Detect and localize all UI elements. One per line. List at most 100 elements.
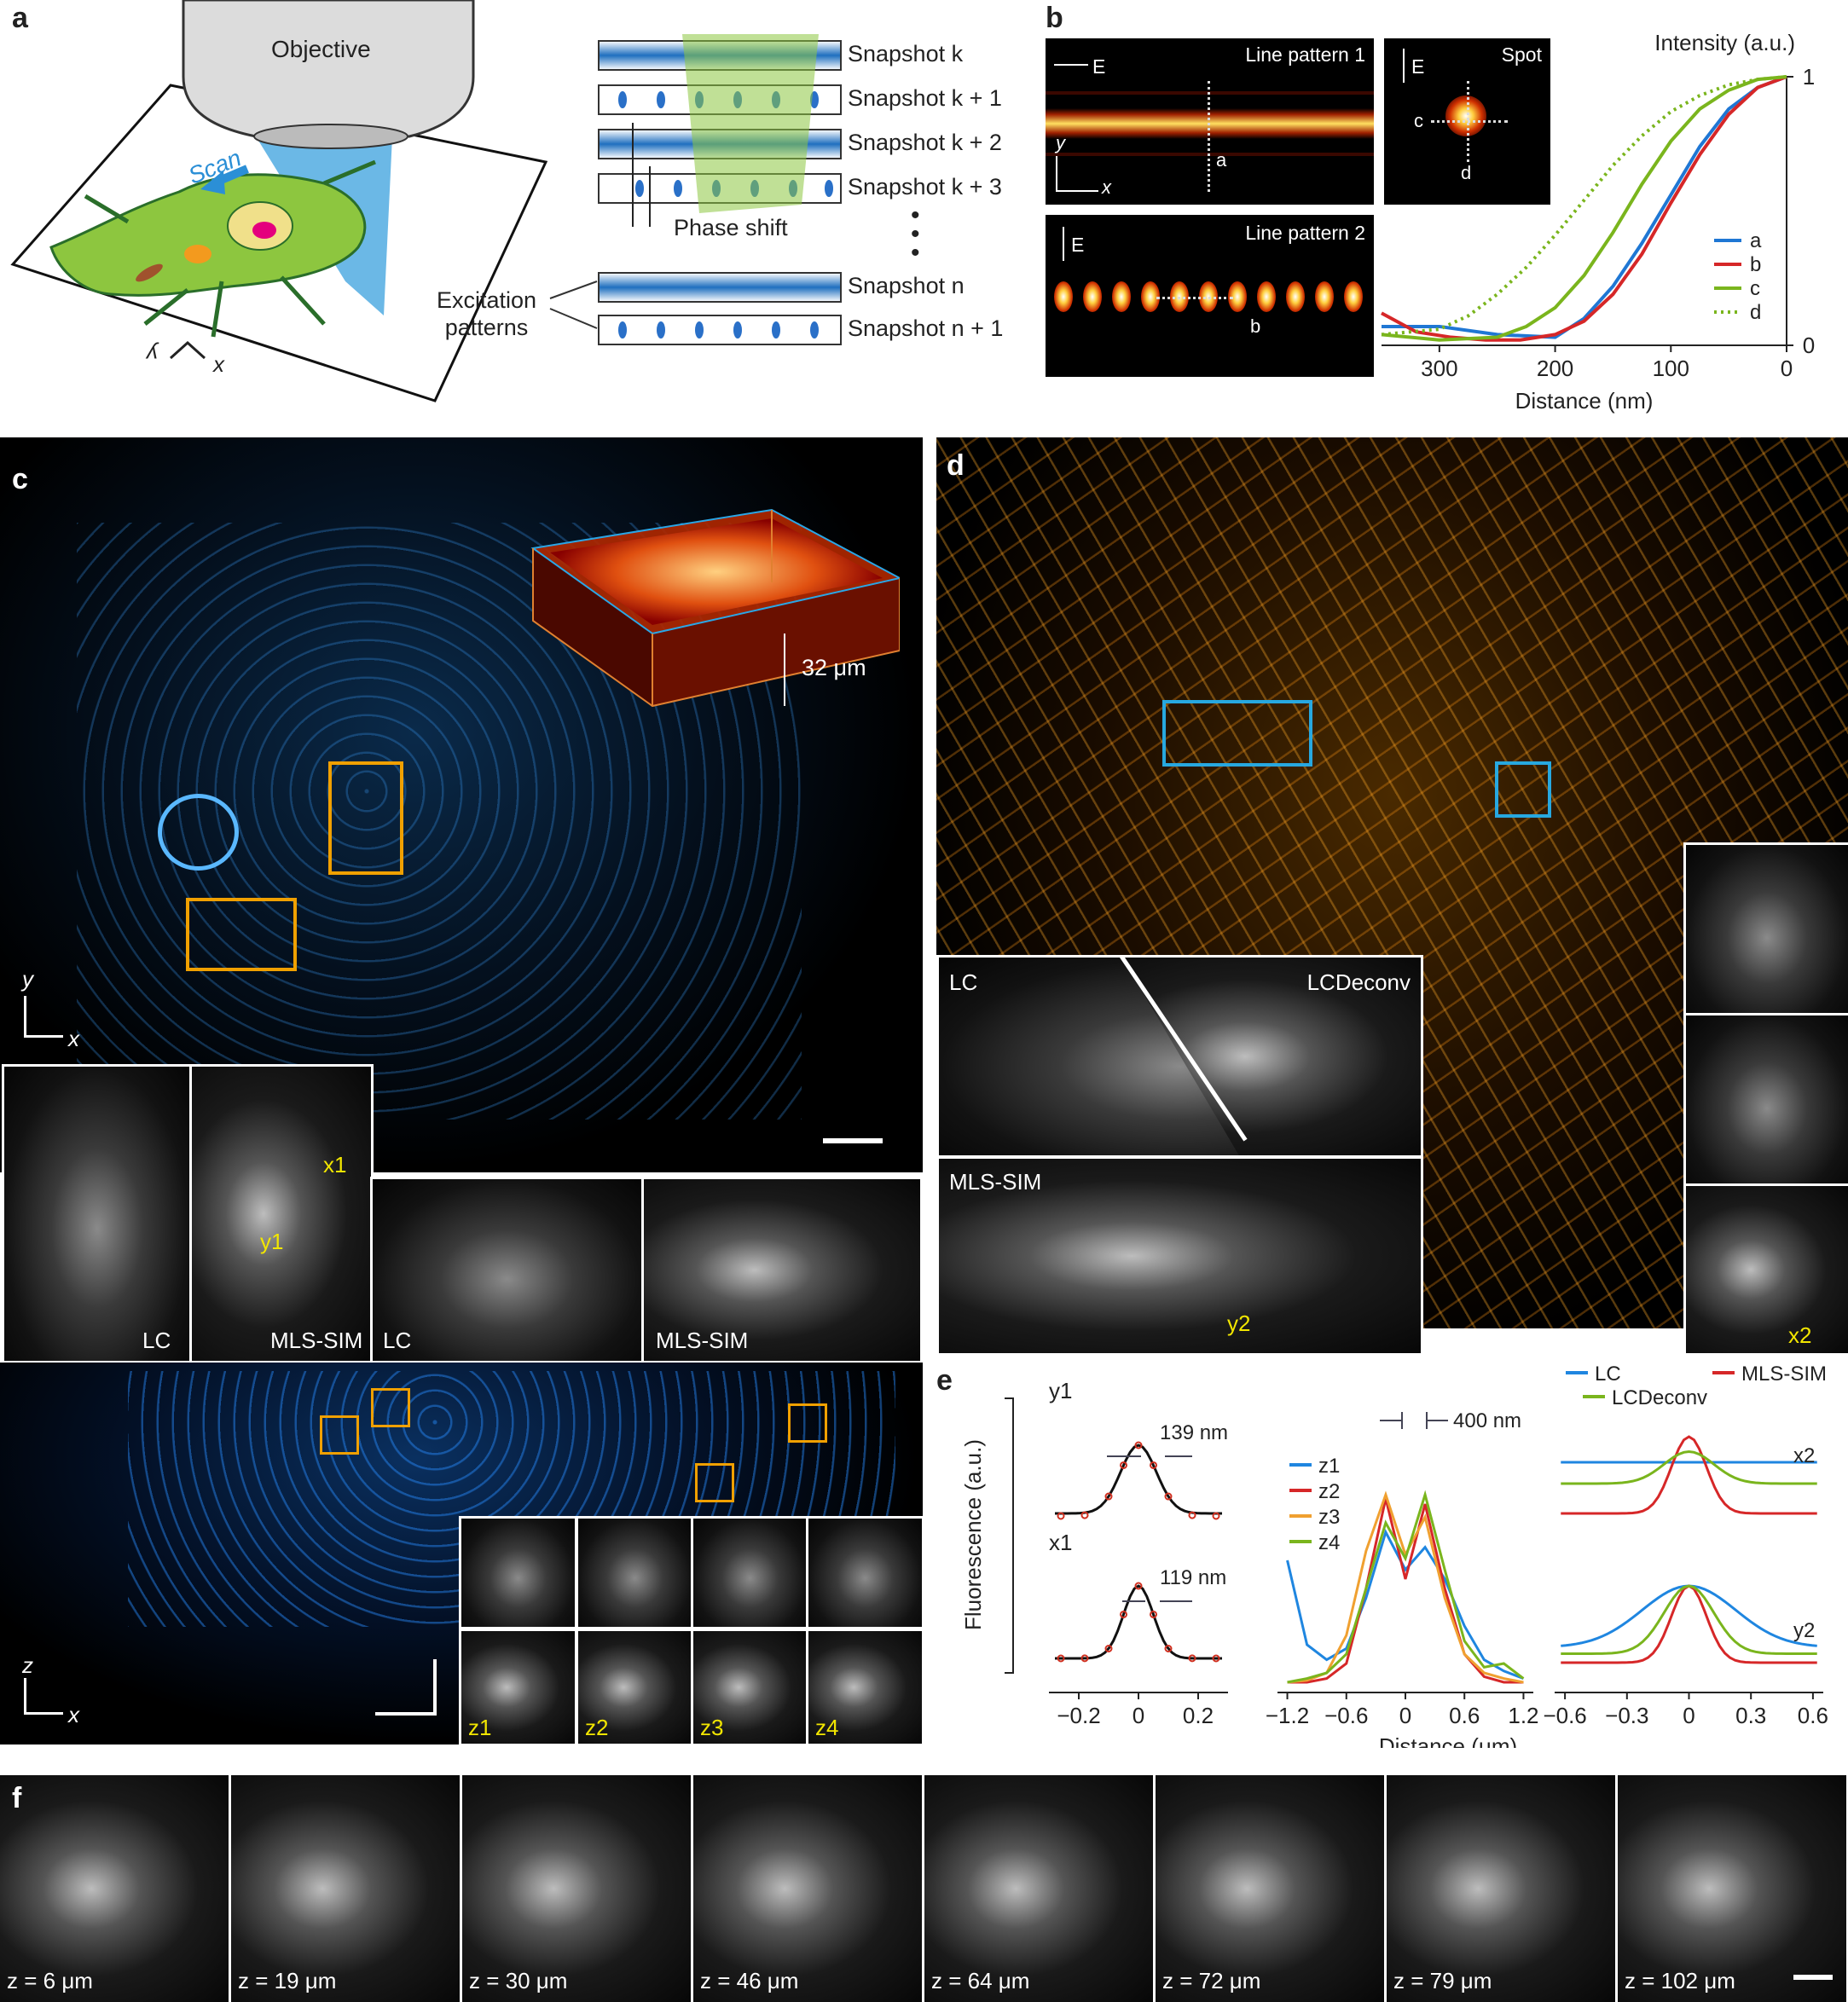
snapshot-strip-n [598, 272, 842, 303]
chart-e-xlabel: Distance (μm) [1379, 1733, 1517, 1748]
e2-tick: 0 [1399, 1703, 1411, 1728]
ellipsis-dots: • • • [911, 201, 920, 267]
roi-d-1[interactable] [1162, 700, 1312, 767]
line-pattern-1-image: Line pattern 1 E a y x [1046, 38, 1374, 205]
f-slice-1: z = 6 μm [0, 1775, 229, 2002]
profile-label-x2: x2 [1793, 1444, 1815, 1467]
x1-fwhm: 119 nm [1160, 1566, 1226, 1589]
z-inset-lc-1 [459, 1516, 577, 1629]
panel-c-axis-x2: x [68, 1702, 79, 1727]
x-tick-label: 100 [1653, 356, 1689, 381]
legend-b: b [1750, 253, 1761, 276]
lp2-spot [1141, 281, 1160, 312]
f-z-label-3: z = 30 μm [469, 1968, 568, 1993]
e-field-label-spot: E [1411, 55, 1425, 78]
legend-z3: z3 [1318, 1506, 1340, 1529]
e1-tick: −0.2 [1057, 1703, 1100, 1728]
volume-inset: 32 μm [499, 476, 902, 732]
z-label-4: z4 [815, 1715, 839, 1740]
z-label-2: z2 [585, 1715, 609, 1740]
f-slice-4: z = 46 μm [693, 1775, 922, 2002]
roi-d-2[interactable] [1495, 761, 1551, 818]
e2-tick: 0.6 [1449, 1703, 1480, 1728]
series-z1 [1286, 1529, 1524, 1681]
axis-y-b: y [1056, 132, 1065, 153]
inset-c1-lc: LC [2, 1064, 193, 1363]
marker-a: a [1216, 149, 1227, 171]
inset-c2-mlssim: MLS-SIM [641, 1177, 923, 1363]
e1-tick: 0.2 [1183, 1703, 1214, 1728]
inset-d-mlssim-label: MLS-SIM [949, 1169, 1042, 1195]
xz-roi-2[interactable] [371, 1388, 410, 1427]
e2-annotation: 400 nm [1453, 1409, 1521, 1432]
f-slice-6: z = 72 μm [1156, 1775, 1384, 2002]
series-d [1381, 75, 1787, 337]
panel-a-axis-x: x [213, 351, 224, 377]
snapshot-k3: Snapshot k + 3 [848, 174, 1002, 200]
e3-tick: −0.3 [1605, 1703, 1648, 1728]
profile-y2-LC [1561, 1584, 1817, 1647]
lp2-spot [1315, 281, 1334, 312]
legend-MLS-SIM: MLS-SIM [1741, 1363, 1827, 1386]
z-inset-lc-4 [806, 1516, 924, 1629]
line-pattern-2-image: Line pattern 2 E b [1046, 215, 1374, 377]
snapshot-k2: Snapshot k + 2 [848, 130, 1002, 155]
panel-c-axis-z: z [22, 1652, 33, 1678]
e1-tick: 0 [1133, 1703, 1144, 1728]
lp2-spot [1257, 281, 1276, 312]
nucleolus [252, 222, 276, 239]
inset-d-side-1 [1683, 842, 1848, 1016]
f-z-label-1: z = 6 μm [7, 1968, 93, 1993]
panel-c-axis-y: y [22, 966, 33, 992]
lp2-spot [1112, 281, 1131, 312]
f-z-label-7: z = 79 μm [1393, 1968, 1492, 1993]
y1-profile [1054, 1444, 1223, 1515]
e3-tick: −0.6 [1543, 1703, 1586, 1728]
e-x1-label: x1 [1049, 1530, 1072, 1555]
profile-y2-MLS-SIM [1561, 1584, 1817, 1664]
line-pattern-1-label: Line pattern 1 [1245, 43, 1365, 66]
inset-c1-mlssim-label: MLS-SIM [270, 1328, 363, 1353]
y1-fwhm: 139 nm [1160, 1421, 1228, 1444]
depth-label: 32 μm [802, 655, 866, 680]
roi-box-2[interactable] [186, 898, 297, 971]
z-inset-mlssim-4: z4 [806, 1629, 924, 1746]
panel-a-schematic [10, 0, 548, 402]
inset-d-lc: LC LCDeconv [936, 955, 1423, 1158]
panel-a-axis-y: y [147, 342, 158, 367]
e-y1-label: y1 [1049, 1378, 1072, 1403]
f-slice-8: z = 102 μm [1618, 1775, 1846, 2002]
excitation-patterns-label: Excitation patterns [437, 287, 537, 340]
intensity-chart: 300 200 100 00 1 Intensity (a.u.) Distance (nm… [1381, 30, 1815, 414]
inset-d-lc-label: LC [949, 969, 978, 995]
legend-c: c [1750, 277, 1760, 300]
z-inset-mlssim-3: z3 [691, 1629, 809, 1746]
e3-tick: 0.3 [1735, 1703, 1766, 1728]
objective-label: Objective [271, 36, 371, 62]
panel-c-label: c [12, 463, 28, 495]
profile-x2-LCDeconv [1561, 1449, 1817, 1485]
xy-axes-icon [169, 340, 206, 360]
xz-roi-3[interactable] [695, 1463, 734, 1502]
inset-c1-lc-label: LC [142, 1328, 171, 1353]
profile-y2-LCDeconv [1561, 1584, 1817, 1655]
x-tick-label: 200 [1537, 356, 1573, 381]
snapshot-strip-n1 [598, 315, 842, 345]
inset-d-lcdeconv-label: LCDeconv [1306, 969, 1411, 995]
x-tick-label: 0 [1781, 356, 1793, 381]
z-inset-mlssim-2: z2 [576, 1629, 694, 1746]
xz-roi-4[interactable] [788, 1403, 827, 1443]
series-b [1381, 75, 1787, 342]
inset-c2-mlssim-label: MLS-SIM [656, 1328, 749, 1353]
f-slice-2: z = 19 μm [231, 1775, 460, 2002]
snapshot-n1: Snapshot n + 1 [848, 315, 1004, 341]
xz-roi-1[interactable] [320, 1415, 359, 1455]
f-z-label-4: z = 46 μm [700, 1968, 799, 1993]
phase-shift-label: Phase shift [674, 215, 788, 240]
spot-image: Spot E c d [1384, 38, 1550, 205]
e3-tick: 0 [1683, 1703, 1694, 1728]
e3-tick: 0.6 [1798, 1703, 1828, 1728]
panel-a-label: a [12, 2, 28, 34]
arrow-y2: y2 [1227, 1311, 1251, 1336]
roi-box-1[interactable] [328, 761, 403, 875]
